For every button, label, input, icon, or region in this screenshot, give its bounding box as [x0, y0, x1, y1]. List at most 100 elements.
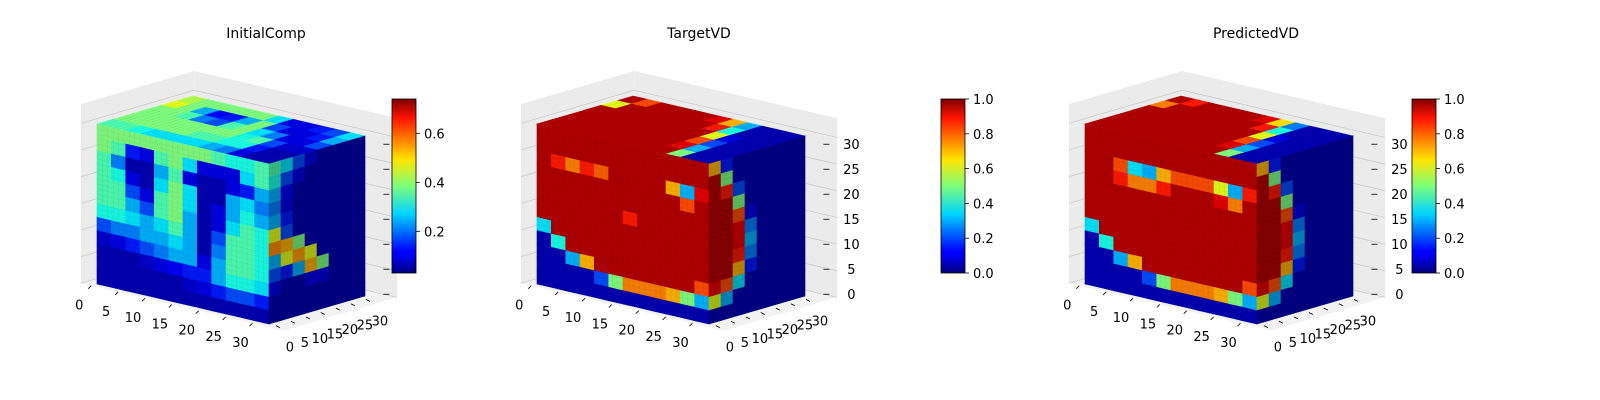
grid-line [634, 89, 838, 138]
voxel-gridline [1256, 235, 1354, 265]
y-tick-mark [275, 325, 281, 328]
voxel-gridline [1171, 98, 1345, 139]
voxel-gridline [96, 248, 270, 290]
voxel-gridline [545, 121, 719, 162]
voxel-gridline [1084, 193, 1258, 235]
voxel-gridline [1235, 130, 1332, 160]
voxel-gridline [1165, 114, 1262, 143]
voxel-gridline [708, 230, 806, 260]
voxel-gridline [1102, 118, 1276, 159]
voxel-gridline [1084, 198, 1258, 240]
voxel-gridline [268, 285, 366, 315]
voxel-gridline [1256, 185, 1354, 215]
x-tick-mark [141, 297, 146, 302]
voxel-gridline [536, 193, 710, 235]
voxel-gridline [1084, 133, 1258, 175]
voxel-gridline [1084, 138, 1258, 180]
voxel-gridline [138, 111, 312, 152]
voxel-gridline [1181, 118, 1278, 147]
voxel-gridline [536, 148, 710, 190]
y-tick-mark [775, 307, 781, 311]
y-tick-mark [1263, 325, 1269, 328]
voxel-gridline [617, 114, 714, 143]
subplot-title: PredictedVD [1213, 26, 1299, 42]
voxel-gridline [536, 273, 710, 315]
voxel-gridline [1256, 290, 1354, 320]
z-tick-label: 25 [1391, 163, 1408, 178]
voxel-gridline [606, 112, 703, 141]
voxel-gridline [1106, 100, 1203, 130]
voxel-gridline [268, 235, 366, 265]
voxel-gridline [268, 255, 366, 285]
voxel-gridline [96, 133, 270, 175]
colorbar-tick-label: 0.4 [1444, 197, 1465, 212]
voxel-gridline [1084, 183, 1258, 225]
voxel-gridline [708, 220, 806, 250]
voxel-gridline [118, 100, 215, 130]
voxel-gridline [268, 175, 366, 205]
voxel-gridline [665, 125, 763, 155]
voxel-gridline [1087, 122, 1261, 164]
voxel-gridline [536, 178, 710, 220]
voxel-cell [792, 282, 806, 300]
front-face [536, 123, 710, 325]
voxel-gridline [225, 125, 323, 155]
y-tick-mark [1353, 298, 1359, 302]
voxel-gridline [708, 290, 806, 320]
voxel-gridline [608, 102, 782, 144]
voxel-gridline [547, 98, 644, 127]
voxel-gridline [1132, 109, 1306, 151]
voxel-gridline [102, 97, 199, 126]
voxel-gridline [1123, 112, 1297, 153]
y-tick-mark [1308, 312, 1314, 315]
z-tick-label: 10 [1391, 238, 1408, 253]
voxel-gridline [590, 108, 764, 149]
y-tick-mark [335, 307, 341, 311]
voxel-gridline [708, 145, 806, 175]
colorbar-tick-label: 0.0 [1444, 267, 1465, 282]
voxel-gridline [156, 106, 330, 147]
voxel-gridline [1213, 125, 1311, 155]
voxel-gridline [644, 120, 741, 150]
x-tick-mark [662, 316, 666, 321]
voxel-gridline [129, 103, 226, 132]
voxel-gridline [1256, 170, 1354, 200]
voxel-gridline [268, 230, 366, 260]
voxel-gridline [536, 128, 710, 170]
voxel-gridline [551, 119, 725, 160]
voxel-gridline [590, 108, 687, 137]
voxel-gridline [177, 100, 351, 141]
voxel-gridline [536, 253, 710, 295]
voxel-gridline [554, 118, 728, 159]
voxel-gridline [1165, 100, 1339, 141]
voxel-gridline [1111, 115, 1285, 157]
z-tick-label: 0 [847, 288, 855, 303]
voxel-gridline [536, 238, 710, 280]
voxel-gridline [1084, 158, 1258, 200]
voxel-gridline [628, 117, 725, 146]
voxel-gridline [123, 102, 220, 131]
voxel-gridline [1084, 213, 1258, 255]
voxel-gridline [1084, 263, 1258, 305]
colorbar-tick-label: 1.0 [973, 93, 994, 108]
voxel-gridline [96, 228, 270, 270]
z-tick-label: 5 [1395, 263, 1403, 278]
voxel-gridline [268, 140, 366, 170]
voxel-gridline [605, 103, 779, 145]
voxel-gridline [708, 205, 806, 235]
voxel-gridline [1084, 208, 1258, 250]
voxel-gridline [708, 255, 806, 285]
voxel-gridline [536, 143, 710, 185]
voxel-gridline [1159, 101, 1333, 143]
voxel-gridline [1256, 155, 1354, 185]
voxel-gridline [268, 240, 366, 270]
voxel-gridline [268, 245, 366, 275]
voxel-gridline [1256, 260, 1354, 290]
voxel-gridline [1176, 117, 1273, 146]
voxel-gridline [708, 280, 806, 310]
voxel-gridline [1084, 233, 1258, 275]
voxel-gridline [563, 102, 660, 131]
voxel-gridline [708, 260, 806, 290]
y-tick-label: 25 [1345, 319, 1362, 334]
y-tick-mark [1293, 316, 1299, 320]
